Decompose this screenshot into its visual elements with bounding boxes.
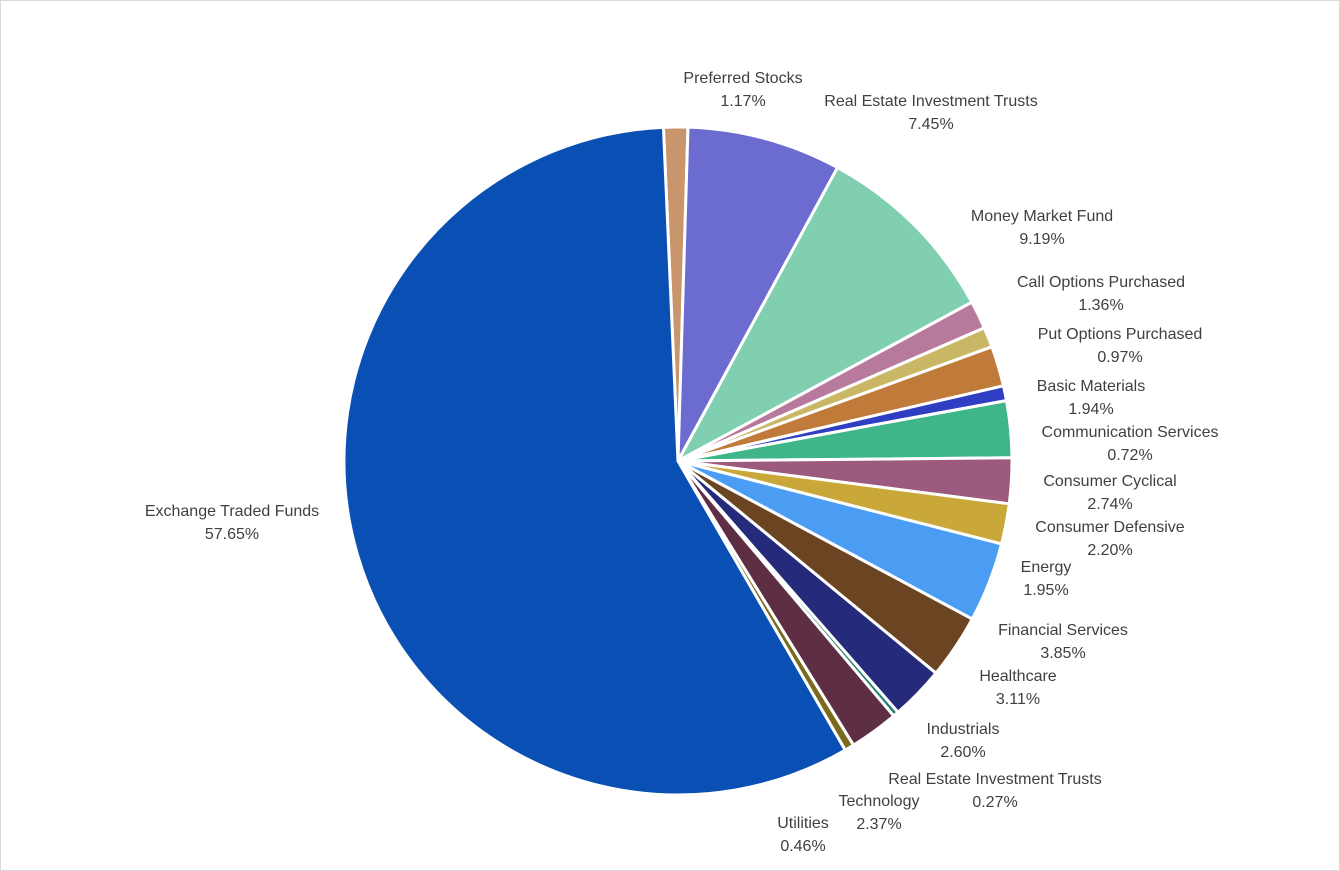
- data-label-category: Real Estate Investment Trusts: [824, 93, 1037, 110]
- data-label-industrials-12: Industrials 2.60%: [927, 721, 1000, 761]
- data-label-percent: 0.46%: [780, 838, 825, 855]
- pie-labels: Preferred Stocks 1.17% Real Estate Investm…: [145, 70, 1219, 855]
- data-label-percent: 2.60%: [940, 744, 985, 761]
- data-label-category: Energy: [1021, 559, 1072, 576]
- data-label-category: Communication Services: [1042, 424, 1219, 441]
- data-label-category: Preferred Stocks: [683, 70, 802, 87]
- data-label-percent: 1.17%: [720, 93, 765, 110]
- data-label-financial-services-10: Financial Services 3.85%: [998, 622, 1128, 662]
- data-label-category: Utilities: [777, 815, 829, 832]
- data-label-category: Put Options Purchased: [1038, 326, 1203, 343]
- data-label-real-estate-investment-trusts-1: Real Estate Investment Trusts 7.45%: [824, 93, 1037, 133]
- data-label-energy-9: Energy 1.95%: [1021, 559, 1072, 599]
- data-label-percent: 1.36%: [1078, 297, 1123, 314]
- data-label-utilities-15: Utilities 0.46%: [777, 815, 829, 855]
- data-label-percent: 3.85%: [1040, 645, 1085, 662]
- data-label-technology-14: Technology 2.37%: [839, 793, 920, 833]
- data-label-percent: 2.37%: [856, 816, 901, 833]
- data-label-percent: 2.20%: [1087, 542, 1132, 559]
- data-label-category: Industrials: [927, 721, 1000, 738]
- data-label-percent: 0.27%: [972, 794, 1017, 811]
- data-label-real-estate-investment-trusts-13: Real Estate Investment Trusts 0.27%: [888, 771, 1101, 811]
- data-label-percent: 3.11%: [996, 691, 1040, 708]
- data-label-category: Financial Services: [998, 622, 1128, 639]
- data-label-percent: 2.74%: [1087, 496, 1132, 513]
- data-label-category: Consumer Cyclical: [1043, 473, 1176, 490]
- data-label-percent: 1.95%: [1023, 582, 1068, 599]
- data-label-preferred-stocks-0: Preferred Stocks 1.17%: [683, 70, 802, 110]
- data-label-category: Money Market Fund: [971, 208, 1113, 225]
- data-label-category: Healthcare: [979, 668, 1056, 685]
- data-label-category: Basic Materials: [1037, 378, 1145, 395]
- data-label-percent: 0.97%: [1097, 349, 1142, 366]
- data-label-consumer-cyclical-7: Consumer Cyclical 2.74%: [1043, 473, 1176, 513]
- data-label-call-options-purchased-3: Call Options Purchased 1.36%: [1017, 274, 1185, 314]
- data-label-category: Consumer Defensive: [1035, 519, 1185, 536]
- pie-slices: [342, 125, 1014, 797]
- pie-slice-exchange-traded-funds-16: [342, 125, 847, 797]
- data-label-consumer-defensive-8: Consumer Defensive 2.20%: [1035, 519, 1185, 559]
- data-label-healthcare-11: Healthcare 3.11%: [979, 668, 1056, 708]
- data-label-percent: 7.45%: [908, 116, 953, 133]
- data-label-category: Real Estate Investment Trusts: [888, 771, 1101, 788]
- pie-slice-money-market-fund-2: [676, 166, 974, 463]
- data-label-basic-materials-5: Basic Materials 1.94%: [1037, 378, 1145, 418]
- data-label-exchange-traded-funds-16: Exchange Traded Funds 57.65%: [145, 503, 319, 543]
- data-label-category: Technology: [839, 793, 920, 810]
- data-label-category: Exchange Traded Funds: [145, 503, 319, 520]
- data-label-put-options-purchased-4: Put Options Purchased 0.97%: [1038, 326, 1203, 366]
- data-label-percent: 57.65%: [205, 526, 259, 543]
- pie-slice-real-estate-investment-trusts-1: [676, 125, 840, 463]
- data-label-percent: 0.72%: [1107, 447, 1152, 464]
- data-label-percent: 9.19%: [1019, 231, 1064, 248]
- data-label-money-market-fund-2: Money Market Fund 9.19%: [971, 208, 1113, 248]
- data-label-communication-services-6: Communication Services 0.72%: [1042, 424, 1219, 464]
- data-label-category: Call Options Purchased: [1017, 274, 1185, 291]
- data-label-percent: 1.94%: [1068, 401, 1113, 418]
